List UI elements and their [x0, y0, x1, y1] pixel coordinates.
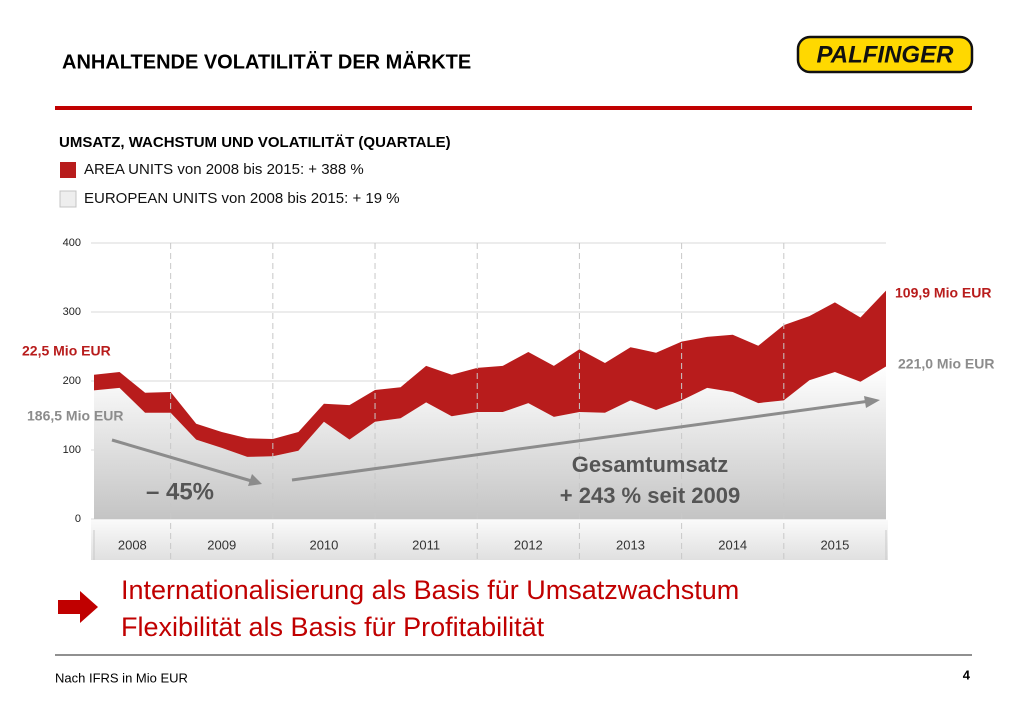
year-band [91, 520, 888, 560]
annotation: + 243 % seit 2009 [560, 483, 740, 508]
x-year-label: 2011 [412, 537, 440, 552]
trend-arrow-head [248, 474, 262, 486]
chart-title: UMSATZ, WACHSTUM UND VOLATILITÄT (QUARTA… [59, 134, 451, 151]
annotation: – 45% [146, 478, 214, 505]
x-year-label: 2009 [207, 537, 236, 552]
value-label: 186,5 Mio EUR [27, 408, 123, 424]
value-label: 22,5 Mio EUR [22, 343, 111, 359]
annotation: Gesamtumsatz [572, 452, 729, 477]
y-tick-label: 300 [63, 306, 81, 318]
legend-swatch [60, 162, 76, 178]
x-year-label: 2010 [309, 537, 338, 552]
arrow-icon [58, 591, 98, 623]
y-tick-label: 0 [75, 513, 81, 525]
logo-box [796, 35, 974, 74]
value-label: 221,0 Mio EUR [898, 356, 994, 372]
slide-title: ANHALTENDE VOLATILITÄT DER MÄRKTE [62, 50, 471, 73]
x-year-label: 2014 [718, 537, 747, 552]
area-area-units [94, 290, 886, 457]
x-year-label: 2013 [616, 537, 645, 552]
title-rule [55, 106, 972, 110]
trend-arrow-head [864, 396, 880, 408]
x-year-label: 2015 [820, 537, 849, 552]
conclusion: Internationalisierung als Basis für Umsa… [121, 575, 739, 605]
conclusion: Flexibilität als Basis für Profitabilitä… [121, 612, 545, 642]
page-number: 4 [963, 667, 971, 682]
x-year-label: 2008 [118, 537, 147, 552]
value-label: 109,9 Mio EUR [895, 285, 991, 301]
legend-label: EUROPEAN UNITS von 2008 bis 2015: + 19 % [84, 190, 400, 207]
footer-note: Nach IFRS in Mio EUR [55, 670, 188, 685]
area-european [94, 366, 886, 519]
x-year-label: 2012 [514, 537, 543, 552]
y-tick-label: 200 [63, 375, 81, 387]
y-tick-label: 400 [63, 237, 81, 249]
legend-label: AREA UNITS von 2008 bis 2015: + 388 % [84, 161, 364, 178]
logo: PALFINGER [817, 41, 955, 68]
legend-swatch [59, 190, 77, 208]
trend-arrow [291, 399, 871, 482]
y-tick-label: 100 [63, 444, 81, 456]
trend-arrow [111, 438, 256, 484]
plot: 0 100 200 300 400 2008 2009 2010 2011 2012 2013 201… [22, 237, 994, 560]
